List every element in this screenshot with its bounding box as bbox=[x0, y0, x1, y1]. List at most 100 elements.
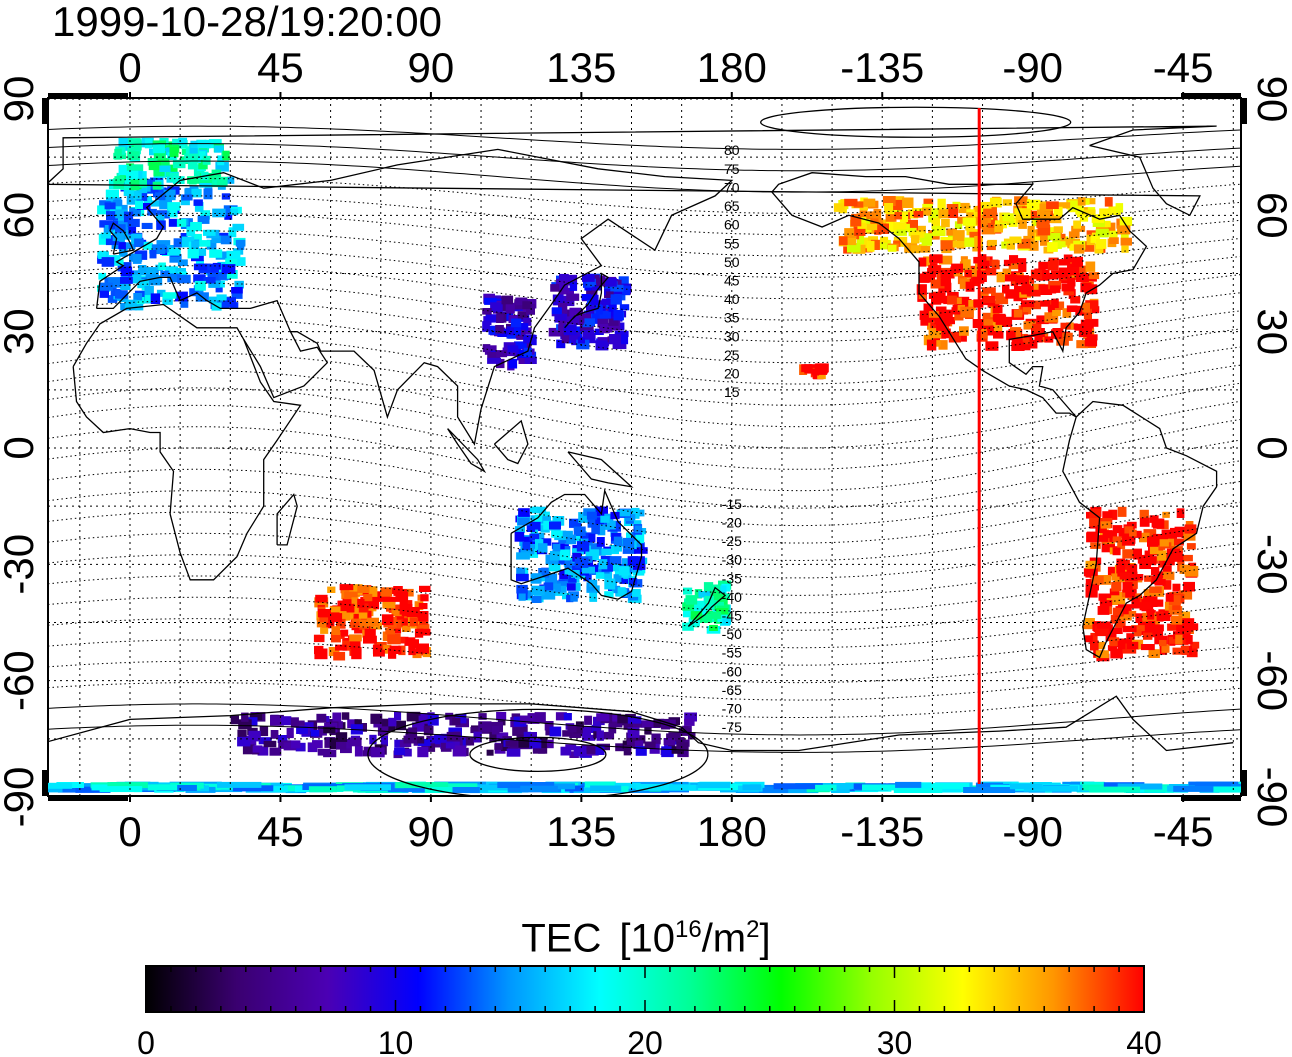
colorbar-tick-label: 20 bbox=[627, 1025, 663, 1057]
tec-patch bbox=[985, 267, 997, 276]
contour-line bbox=[48, 178, 1241, 214]
tec-patch bbox=[581, 294, 591, 301]
tec-patch bbox=[132, 254, 142, 264]
tec-patch bbox=[173, 238, 183, 248]
tec-patch bbox=[1117, 604, 1132, 615]
tec-patch bbox=[1086, 334, 1098, 341]
left-latitude-label: 0 bbox=[0, 436, 42, 459]
tec-patch bbox=[549, 726, 562, 737]
tec-patch bbox=[257, 746, 269, 756]
tec-patch bbox=[1030, 300, 1041, 310]
tec-patch bbox=[1143, 529, 1157, 537]
tec-patch bbox=[399, 595, 408, 605]
tec-patch bbox=[120, 284, 131, 290]
tec-patch bbox=[153, 150, 166, 159]
tec-patch bbox=[1111, 581, 1122, 592]
tec-patch bbox=[1057, 241, 1066, 248]
tec-patch bbox=[1067, 277, 1076, 287]
tec-patch bbox=[484, 297, 497, 305]
tec-patch bbox=[135, 200, 143, 209]
colorbar-title-prefix: TEC bbox=[521, 916, 602, 961]
colorbar-title-mid: /m bbox=[701, 916, 747, 961]
tec-patch bbox=[537, 506, 547, 514]
tec-patch bbox=[874, 224, 882, 235]
tec-patch bbox=[1112, 525, 1123, 534]
tec-patch bbox=[585, 549, 599, 561]
bottom-longitude-label: -90 bbox=[1002, 808, 1063, 855]
colorbar-title-exp1: 16 bbox=[674, 916, 702, 943]
tec-patch bbox=[470, 726, 479, 734]
tec-patch bbox=[478, 713, 487, 720]
tec-patch bbox=[1162, 565, 1172, 573]
tec-patch bbox=[1077, 197, 1086, 206]
tec-patch bbox=[566, 583, 576, 591]
tec-patch bbox=[710, 590, 719, 600]
tec-patch bbox=[566, 331, 580, 341]
tec-patch bbox=[888, 244, 897, 252]
bottom-longitude-label: 0 bbox=[118, 808, 141, 855]
tec-patch bbox=[327, 586, 336, 593]
tec-patch bbox=[880, 219, 891, 228]
tec-patch bbox=[601, 548, 612, 556]
tec-patch bbox=[651, 733, 661, 745]
tec-patch bbox=[328, 647, 340, 657]
tec-patch bbox=[295, 720, 305, 728]
tec-patch bbox=[904, 219, 918, 231]
tec-patch bbox=[394, 747, 405, 755]
tec-patch bbox=[99, 288, 109, 298]
coast-new-zealand bbox=[687, 586, 727, 627]
right-latitude-label: 60 bbox=[1249, 192, 1292, 239]
tec-patch bbox=[1159, 640, 1167, 647]
tec-patch bbox=[685, 595, 698, 605]
colorbar-tick-label: 10 bbox=[378, 1025, 414, 1057]
tec-patch bbox=[773, 783, 823, 790]
tec-patch bbox=[936, 323, 947, 331]
tec-patch bbox=[446, 731, 461, 742]
tec-patch bbox=[589, 592, 598, 602]
tec-patch bbox=[549, 550, 560, 561]
tec-patch bbox=[613, 544, 622, 552]
tec-patch bbox=[193, 274, 206, 283]
tec-patch bbox=[853, 201, 864, 208]
tec-patch bbox=[313, 634, 325, 643]
tec-patch bbox=[1146, 609, 1155, 620]
tec-patch bbox=[507, 345, 519, 353]
tec-patch bbox=[927, 782, 970, 789]
tec-patch bbox=[1047, 242, 1058, 252]
tec-patch bbox=[120, 183, 130, 190]
tec-patch bbox=[669, 784, 689, 791]
coast-south-america bbox=[1062, 400, 1218, 659]
tec-patch bbox=[1213, 786, 1241, 793]
tec-patch bbox=[148, 161, 162, 171]
tec-patch bbox=[1110, 627, 1123, 634]
tec-patch bbox=[1117, 225, 1131, 235]
tec-patch bbox=[1082, 302, 1090, 313]
tec-patch bbox=[923, 256, 936, 267]
tec-patch bbox=[1097, 535, 1109, 542]
tec-patch bbox=[1085, 560, 1097, 569]
tec-patch bbox=[538, 543, 548, 553]
tec-patch bbox=[1085, 300, 1099, 310]
tec-patch bbox=[994, 224, 1003, 233]
tec-patch bbox=[610, 284, 624, 292]
contour-line bbox=[48, 554, 1241, 614]
tec-patch bbox=[216, 297, 225, 307]
tec-patch bbox=[996, 271, 1005, 283]
tec-patch bbox=[1119, 613, 1132, 621]
tec-patch bbox=[487, 351, 499, 359]
coast-new-guinea bbox=[567, 451, 634, 488]
tec-patch bbox=[181, 194, 193, 201]
tec-patch bbox=[928, 311, 939, 318]
tec-patch bbox=[107, 782, 148, 789]
tec-patch bbox=[1066, 305, 1078, 312]
tec-patch bbox=[886, 221, 895, 233]
tec-patch bbox=[1179, 622, 1193, 632]
tec-patch bbox=[930, 254, 943, 264]
tec-patch bbox=[880, 236, 889, 243]
tec-patch bbox=[606, 309, 616, 317]
tec-patch bbox=[562, 592, 570, 600]
tec-patch bbox=[373, 721, 387, 728]
tec-patch bbox=[893, 236, 908, 247]
tec-patch bbox=[860, 226, 872, 233]
